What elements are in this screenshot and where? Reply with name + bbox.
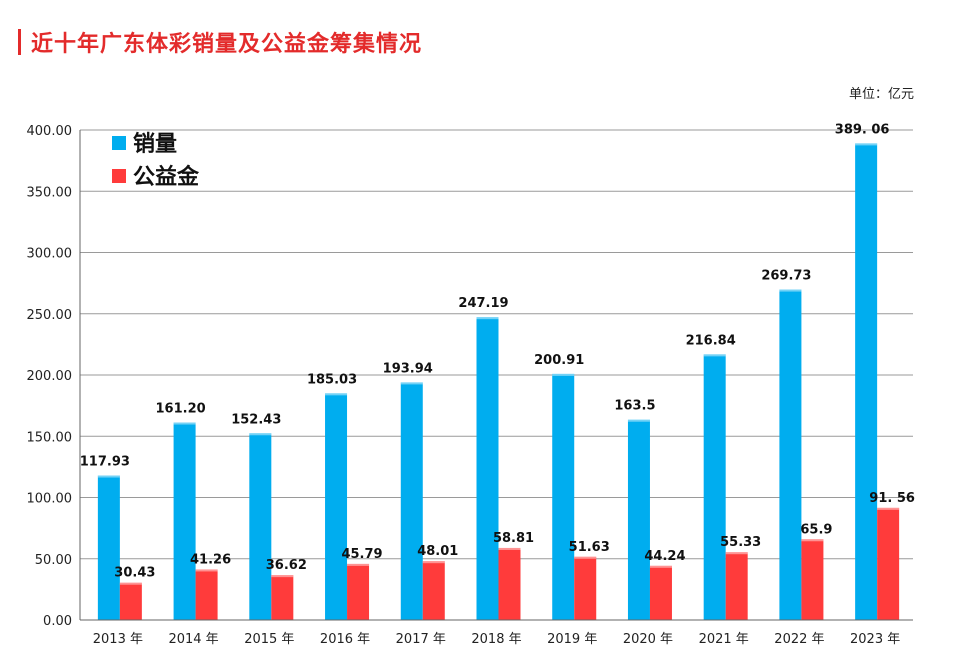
sales-bar (400, 382, 423, 620)
legend-label-welfare: 公益金 (133, 164, 200, 190)
page-title: 近十年广东体彩销量及公益金筹集情况 (31, 32, 423, 57)
y-tick-label: 100.00 (27, 492, 73, 507)
sales-data-label: 163.5 (614, 399, 655, 414)
x-tick-label: 2017 年 (396, 632, 446, 647)
welfare-bar (877, 507, 900, 620)
sales-data-label: 193.94 (383, 361, 433, 376)
sales-bar-cap (325, 393, 348, 396)
sales-bar-cap (552, 373, 575, 376)
welfare-bar (498, 547, 521, 620)
x-tick-label: 2022 年 (774, 632, 824, 647)
sales-bar-cap (173, 422, 196, 425)
y-tick-label: 300.00 (27, 247, 73, 262)
y-tick-label: 250.00 (27, 308, 73, 323)
x-tick-label: 2023 年 (850, 632, 900, 647)
welfare-data-label: 51.63 (569, 540, 610, 555)
welfare-data-label: 44.24 (644, 549, 685, 564)
sales-bar-cap (249, 433, 272, 436)
x-tick-label: 2014 年 (168, 632, 218, 647)
welfare-bar-cap (347, 563, 370, 566)
title-block: 近十年广东体彩销量及公益金筹集情况 (18, 26, 422, 58)
welfare-bar-cap (119, 582, 142, 585)
y-tick-label: 50.00 (35, 553, 72, 568)
welfare-bar (801, 539, 824, 620)
sales-data-label: 117.93 (80, 455, 130, 470)
legend-swatch-welfare (112, 169, 126, 183)
y-tick-label: 0.00 (43, 614, 72, 629)
welfare-data-label: 91. 56 (869, 491, 915, 506)
sales-bar-cap (779, 289, 802, 292)
welfare-bar-cap (498, 547, 521, 550)
sales-bar (249, 433, 272, 620)
x-tick-label: 2018 年 (471, 632, 521, 647)
welfare-data-label: 55.33 (720, 535, 761, 550)
x-tick-label: 2019 年 (547, 632, 597, 647)
sales-data-label: 269.73 (761, 269, 811, 284)
x-tick-label: 2021 年 (699, 632, 749, 647)
welfare-bar (119, 582, 142, 620)
sales-data-label: 161.20 (156, 402, 206, 417)
welfare-bar-cap (422, 561, 445, 564)
sales-bar (325, 393, 348, 620)
welfare-bar (725, 552, 748, 620)
sales-bar (779, 289, 802, 620)
welfare-bar-cap (649, 565, 672, 568)
sales-bar-cap (400, 382, 423, 385)
welfare-bar (271, 575, 294, 620)
welfare-bar-cap (574, 556, 597, 559)
x-tick-label: 2020 年 (623, 632, 673, 647)
welfare-data-label: 65.9 (800, 522, 832, 537)
welfare-data-label: 36.62 (266, 558, 307, 573)
welfare-bar (422, 561, 445, 620)
welfare-data-label: 58.81 (493, 531, 534, 546)
unit-label: 单位：亿元 (848, 87, 914, 102)
x-tick-label: 2016 年 (320, 632, 370, 647)
x-tick-label: 2013 年 (93, 632, 143, 647)
welfare-bar (574, 556, 597, 620)
title-accent-bar (18, 29, 21, 55)
sales-bar (627, 419, 650, 620)
sales-bar-cap (703, 354, 726, 357)
welfare-data-label: 30.43 (114, 566, 155, 581)
legend-label-sales: 销量 (133, 132, 177, 157)
sales-data-label: 216.84 (686, 333, 736, 348)
sales-bar-cap (97, 475, 120, 478)
welfare-bar (649, 565, 672, 620)
welfare-data-label: 41.26 (190, 552, 231, 567)
sales-bar-cap (855, 143, 878, 146)
x-tick-label: 2015 年 (244, 632, 294, 647)
welfare-bar-cap (271, 575, 294, 578)
sales-bar (476, 317, 499, 620)
y-tick-label: 350.00 (27, 185, 73, 200)
welfare-bar-cap (195, 569, 218, 572)
welfare-bar-cap (801, 539, 824, 542)
welfare-data-label: 48.01 (417, 544, 458, 559)
y-tick-label: 200.00 (27, 369, 73, 384)
welfare-bar (347, 563, 370, 620)
sales-bar (703, 354, 726, 620)
sales-bar-cap (627, 419, 650, 422)
sales-data-label: 247.19 (458, 296, 508, 311)
sales-bar (173, 422, 196, 620)
sales-bar-cap (476, 317, 499, 320)
y-tick-label: 150.00 (27, 430, 73, 445)
welfare-data-label: 45.79 (341, 547, 382, 562)
welfare-bar-cap (725, 552, 748, 555)
y-tick-label: 400.00 (27, 124, 73, 139)
welfare-bar (195, 569, 218, 620)
sales-bar (552, 373, 575, 620)
sales-data-label: 200.91 (534, 353, 584, 368)
sales-data-label: 152.43 (231, 412, 281, 427)
legend-swatch-sales (112, 136, 126, 150)
sales-data-label: 389. 06 (835, 122, 890, 137)
welfare-bar-cap (877, 507, 900, 510)
sales-data-label: 185.03 (307, 372, 357, 387)
sales-bar (97, 475, 120, 620)
sales-bar (855, 143, 878, 621)
